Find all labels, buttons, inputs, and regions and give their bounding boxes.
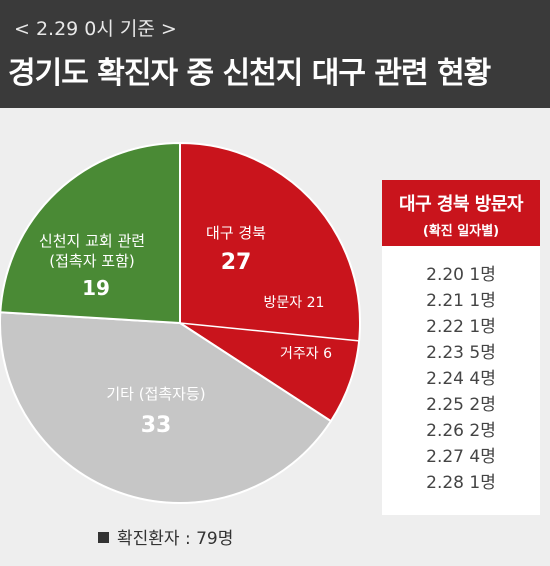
legend-swatch	[98, 532, 109, 543]
row-date: 2.23	[426, 343, 464, 363]
slice-value-church: 19	[82, 276, 110, 300]
row-date: 2.26	[426, 421, 464, 441]
visitor-table: 대구 경북 방문자 (확진 일자별) 2.20 1명 2.21 1명 2.22 1명…	[382, 180, 540, 515]
row-count: 2명	[463, 395, 496, 415]
slice-label-daegu: 대구 경북	[206, 224, 266, 242]
row-date: 2.21	[426, 291, 464, 311]
table-row: 2.26 2명	[382, 418, 540, 444]
table-row: 2.28 1명	[382, 470, 540, 496]
sub-label-visitor: 방문자 21	[264, 295, 325, 311]
pie-slice-church	[0, 141, 181, 325]
legend: 확진환자 : 79명	[98, 524, 233, 549]
row-count: 4명	[463, 369, 496, 389]
pie-chart: 신천지 교회 관련 (접촉자 포함) 19 대구 경북 27 방문자 21 거주…	[0, 141, 361, 504]
row-count: 1명	[463, 265, 496, 285]
row-count: 5명	[463, 343, 496, 363]
table-header: 대구 경북 방문자 (확진 일자별)	[382, 180, 540, 246]
table-row: 2.23 5명	[382, 340, 540, 366]
sub-label-resident: 거주자 6	[280, 346, 332, 362]
table-row: 2.24 4명	[382, 366, 540, 392]
slice-label-other: 기타 (접촉자등)	[106, 385, 205, 403]
table-row: 2.25 2명	[382, 392, 540, 418]
table-row: 2.20 1명	[382, 262, 540, 288]
row-count: 2명	[463, 421, 496, 441]
slice-value-other: 33	[141, 413, 172, 438]
slice-value-daegu: 27	[221, 250, 252, 275]
page-title: 경기도 확진자 중 신천지 대구 관련 현황	[8, 56, 491, 91]
sub-divider-line	[179, 322, 360, 342]
table-row: 2.21 1명	[382, 288, 540, 314]
row-count: 4명	[463, 447, 496, 467]
date-line: < 2.29 0시 기준 >	[14, 18, 177, 40]
row-date: 2.28	[426, 473, 464, 493]
table-rows: 2.20 1명 2.21 1명 2.22 1명 2.23 5명 2.24 4명 2.25 …	[382, 262, 540, 496]
row-count: 1명	[463, 291, 496, 311]
row-count: 1명	[463, 317, 496, 337]
row-date: 2.20	[426, 265, 464, 285]
legend-label: 확진환자 : 79명	[117, 529, 234, 549]
row-date: 2.22	[426, 317, 464, 337]
table-subtitle: (확진 일자별)	[422, 224, 500, 239]
row-date: 2.27	[426, 447, 464, 467]
row-date: 2.25	[426, 395, 464, 415]
slice-label-church-1: 신천지 교회 관련	[39, 232, 145, 250]
row-date: 2.24	[426, 369, 464, 389]
table-row: 2.22 1명	[382, 314, 540, 340]
pie-slice-other	[0, 311, 333, 504]
header-banner: < 2.29 0시 기준 > 경기도 확진자 중 신천지 대구 관련 현황	[0, 0, 550, 108]
row-count: 1명	[463, 473, 496, 493]
slice-label-church-2: (접촉자 포함)	[49, 252, 134, 270]
table-row: 2.27 4명	[382, 444, 540, 470]
table-title: 대구 경북 방문자	[399, 194, 523, 215]
